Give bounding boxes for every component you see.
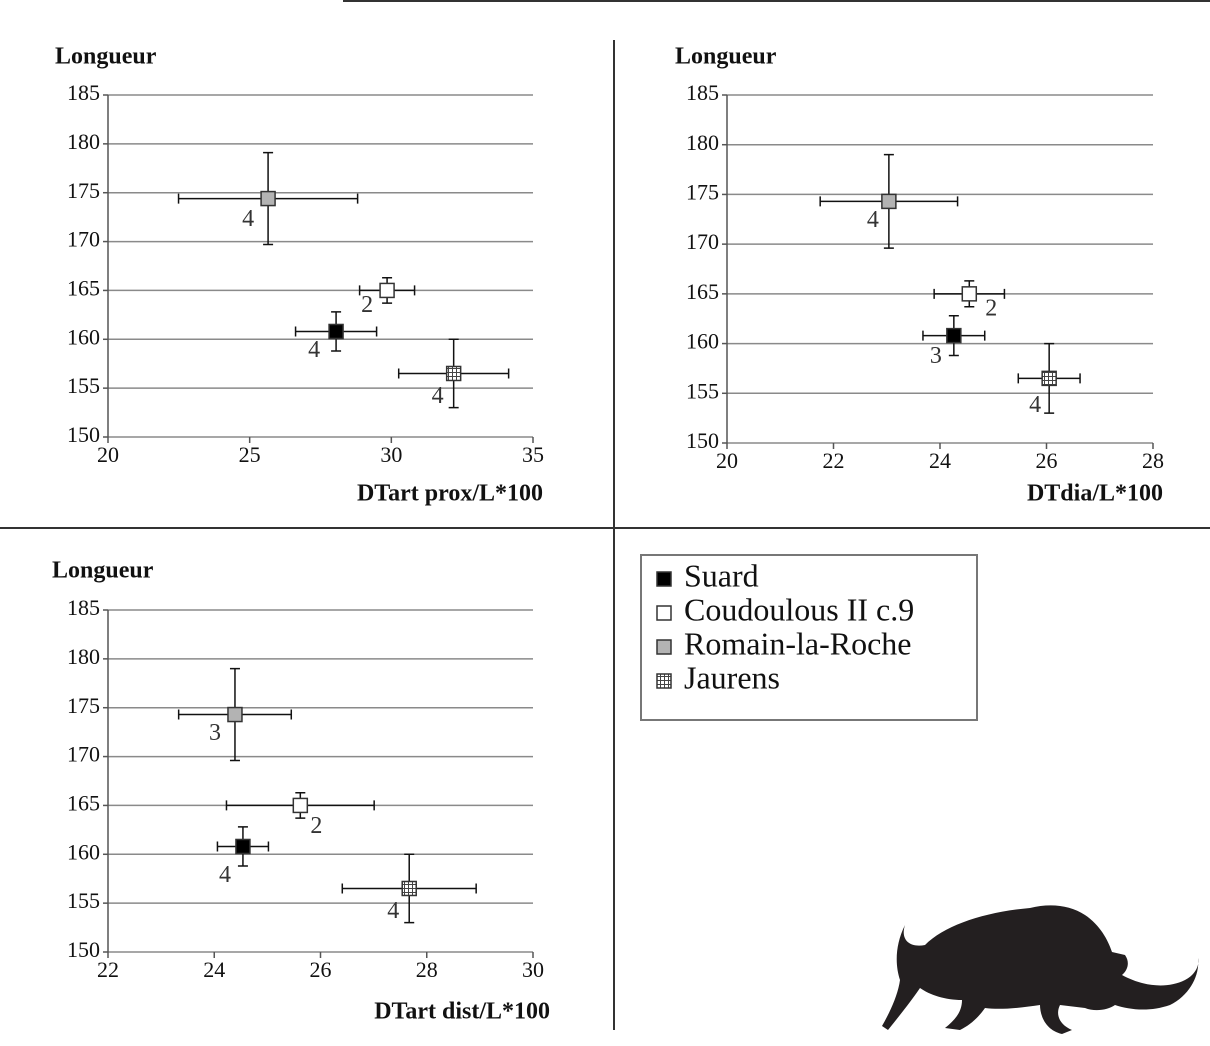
y-tick-label: 150 <box>686 428 719 453</box>
sample-size-label: 2 <box>310 813 322 839</box>
point <box>328 323 344 340</box>
legend-swatch <box>656 571 672 587</box>
point <box>445 365 462 382</box>
y-tick-label: 185 <box>686 80 719 105</box>
y-tick-label: 175 <box>67 178 100 203</box>
point <box>1041 370 1057 387</box>
y-tick-label: 170 <box>67 227 100 252</box>
y-tick-label: 160 <box>67 839 100 864</box>
x-tick-label: 30 <box>380 442 402 467</box>
x-tick-label: 28 <box>416 957 438 982</box>
y-tick-label: 160 <box>686 329 719 354</box>
point <box>401 880 417 897</box>
point <box>961 286 978 302</box>
y-tick-label: 160 <box>67 324 100 349</box>
y-tick-label: 175 <box>67 693 100 718</box>
legend-swatch <box>656 605 672 621</box>
x-tick-label: 35 <box>522 442 544 467</box>
point <box>946 327 962 344</box>
legend-swatch <box>656 673 672 689</box>
sample-size-label: 2 <box>985 295 997 321</box>
y-tick-label: 185 <box>67 595 100 620</box>
x-tick-label: 28 <box>1142 448 1164 473</box>
rhino-silhouette <box>882 905 1199 1034</box>
sample-size-label: 4 <box>1029 392 1041 418</box>
x-axis-label: DTart prox/L*100 <box>357 481 543 507</box>
legend-label: Romain-la-Roche <box>684 625 911 661</box>
y-tick-label: 155 <box>67 373 100 398</box>
legend-label: Jaurens <box>684 659 780 695</box>
y-tick-label: 180 <box>686 130 719 155</box>
sample-size-label: 3 <box>209 720 221 746</box>
chart-title: Longueur <box>675 44 777 70</box>
sample-size-label: 4 <box>308 337 320 363</box>
chart-title: Longueur <box>52 558 154 584</box>
y-tick-label: 185 <box>67 80 100 105</box>
y-tick-label: 155 <box>67 888 100 913</box>
x-axis-label: DTdia/L*100 <box>1027 481 1163 507</box>
point <box>235 838 251 855</box>
legend-swatch <box>656 639 672 655</box>
y-tick-label: 180 <box>67 129 100 154</box>
sample-size-label: 4 <box>219 862 231 888</box>
y-tick-label: 165 <box>686 279 719 304</box>
point <box>379 282 395 299</box>
x-tick-label: 30 <box>522 957 544 982</box>
point <box>260 190 276 207</box>
x-tick-label: 24 <box>929 448 951 473</box>
x-tick-label: 20 <box>97 442 119 467</box>
point <box>227 706 243 723</box>
y-tick-label: 165 <box>67 790 100 815</box>
sample-size-label: 2 <box>361 292 373 318</box>
x-axis-label: DTart dist/L*100 <box>374 999 550 1025</box>
x-tick-label: 22 <box>97 957 119 982</box>
x-tick-label: 25 <box>239 442 261 467</box>
y-tick-label: 170 <box>67 742 100 767</box>
x-tick-label: 20 <box>716 448 738 473</box>
y-tick-label: 175 <box>686 179 719 204</box>
legend-label: Suard <box>684 557 759 593</box>
sample-size-label: 4 <box>387 898 399 924</box>
y-tick-label: 180 <box>67 644 100 669</box>
legend-label: Coudoulous II c.9 <box>684 591 914 627</box>
sample-size-label: 4 <box>867 207 879 233</box>
x-tick-label: 22 <box>823 448 845 473</box>
y-tick-label: 165 <box>67 275 100 300</box>
sample-size-label: 3 <box>930 343 942 369</box>
point <box>292 797 309 814</box>
x-tick-label: 26 <box>310 957 332 982</box>
y-tick-label: 150 <box>67 937 100 962</box>
y-tick-label: 155 <box>686 378 719 403</box>
point <box>881 193 897 210</box>
y-tick-label: 150 <box>67 422 100 447</box>
sample-size-label: 4 <box>242 206 254 232</box>
x-tick-label: 26 <box>1036 448 1058 473</box>
chart-title: Longueur <box>55 44 157 70</box>
legend-box <box>640 554 978 721</box>
sample-size-label: 4 <box>432 383 444 409</box>
x-tick-label: 24 <box>203 957 225 982</box>
y-tick-label: 170 <box>686 229 719 254</box>
